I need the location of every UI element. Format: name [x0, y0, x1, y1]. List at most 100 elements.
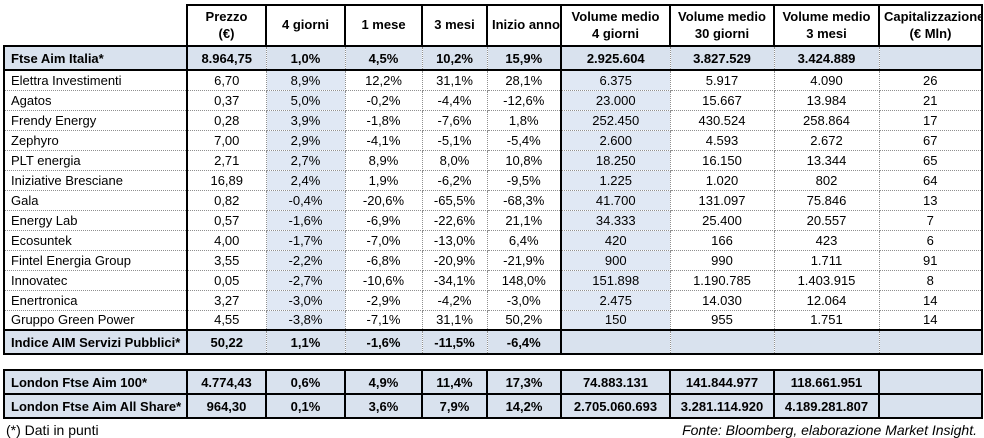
table-header: Prezzo (€) 4 giorni 1 mese 3 mesi Inizio … [4, 4, 983, 47]
header-label: (€ Mln) [909, 25, 952, 41]
cell: 41.700 [561, 190, 671, 211]
table-row: Gala 0,82 -0,4% -20,6% -65,5% -68,3% 41.700 131… [3, 190, 983, 211]
cell: 2,71 [187, 150, 267, 171]
cell: 4.593 [670, 130, 775, 151]
cell: 131.097 [670, 190, 775, 211]
cell: 423 [774, 230, 880, 251]
cell: 2.705.060.693 [560, 393, 671, 419]
cell: 7,00 [187, 130, 267, 151]
cell: -4,4% [422, 90, 488, 111]
table-row: Agatos 0,37 5,0% -0,2% -4,4% -12,6% 23.000 15.6… [3, 90, 983, 111]
cell: 1.751 [774, 310, 880, 331]
cell: 252.450 [561, 110, 671, 131]
cell: 8,9% [345, 150, 423, 171]
cell: 8 [879, 270, 983, 291]
cell: 5,0% [266, 90, 346, 111]
cell: 11,4% [421, 369, 488, 395]
cell: 1.190.785 [670, 270, 775, 291]
cell: 13 [879, 190, 983, 211]
cell: -12,6% [487, 90, 562, 111]
cell: 8,0% [422, 150, 488, 171]
source-attribution: Fonte: Bloomberg, elaborazione Market In… [682, 422, 977, 438]
cell: -20,9% [422, 250, 488, 271]
cell: -22,6% [422, 210, 488, 231]
cell [878, 369, 983, 395]
cell: 13.344 [774, 150, 880, 171]
cell: -2,7% [266, 270, 346, 291]
cell: 420 [561, 230, 671, 251]
header-3-mesi: 3 mesi [421, 4, 488, 47]
cell: 4,5% [345, 45, 423, 71]
row-label: Ecosuntek [3, 230, 188, 251]
cell: 31,1% [422, 310, 488, 331]
row-label: Gruppo Green Power [3, 310, 188, 331]
header-label: Volume medio [782, 8, 871, 24]
row-label: Energy Lab [3, 210, 188, 231]
table-row: Frendy Energy 0,28 3,9% -1,8% -7,6% 1,8% 252.4… [3, 110, 983, 131]
cell: -6,8% [345, 250, 423, 271]
cell: -3,8% [266, 310, 346, 331]
table-row: Fintel Energia Group 3,55 -2,2% -6,8% -20,9%… [3, 250, 983, 271]
header-inizio-anno: Inizio anno [486, 4, 562, 47]
cell: 17 [879, 110, 983, 131]
cell: 8,9% [266, 70, 346, 91]
cell: -6,4% [487, 329, 562, 355]
table-footer: (*) Dati in punti Fonte: Bloomberg, elab… [3, 419, 981, 438]
cell: 0,37 [187, 90, 267, 111]
aim-italia-table: Prezzo (€) 4 giorni 1 mese 3 mesi Inizio … [3, 4, 983, 355]
cell: -13,0% [422, 230, 488, 251]
cell: 3,9% [266, 110, 346, 131]
header-label: 1 mese [361, 17, 406, 33]
header-volume-medio-4-giorni: Volume medio 4 giorni [560, 4, 671, 47]
cell: 0,6% [265, 369, 346, 395]
cell: 964,30 [186, 393, 267, 419]
row-label: Ftse Aim Italia* [3, 45, 188, 71]
cell: 955 [670, 310, 775, 331]
cell: 10,8% [487, 150, 562, 171]
table-row: Enertronica 3,27 -3,0% -2,9% -4,2% -3,0% 2.475… [3, 290, 983, 311]
cell: 23.000 [561, 90, 671, 111]
header-label: 4 giorni [592, 25, 639, 41]
cell: 802 [774, 170, 880, 191]
cell: -20,6% [345, 190, 423, 211]
cell: 0,05 [187, 270, 267, 291]
cell: 14 [879, 310, 983, 331]
cell: 148,0% [487, 270, 562, 291]
london-aim-table: London Ftse Aim 100* 4.774,43 0,6% 4,9% 11,4… [3, 369, 983, 419]
cell: 2.925.604 [561, 45, 671, 71]
table-row: Energy Lab 0,57 -1,6% -6,9% -22,6% 21,1% 34.33… [3, 210, 983, 231]
cell: -10,6% [345, 270, 423, 291]
header-label: 3 mesi [434, 17, 475, 33]
cell: 15,9% [487, 45, 562, 71]
header-label: 4 giorni [282, 17, 329, 33]
cell: 12.064 [774, 290, 880, 311]
table-row: Gruppo Green Power 4,55 -3,8% -7,1% 31,1% 50,… [3, 310, 983, 331]
cell: 50,22 [187, 329, 267, 355]
cell [878, 393, 983, 419]
cell: -0,2% [345, 90, 423, 111]
cell: 8.964,75 [187, 45, 267, 71]
header-label: 3 mesi [806, 25, 847, 41]
cell: 430.524 [670, 110, 775, 131]
cell: 64 [879, 170, 983, 191]
table-row: PLT energia 2,71 2,7% 8,9% 8,0% 10,8% 18.250 16… [3, 150, 983, 171]
cell: -1,6% [266, 210, 346, 231]
cell: 0,82 [187, 190, 267, 211]
cell: 2.475 [561, 290, 671, 311]
cell: -7,6% [422, 110, 488, 131]
points-note: (*) Dati in punti [6, 422, 99, 438]
cell: 6.375 [561, 70, 671, 91]
table-row: London Ftse Aim 100* 4.774,43 0,6% 4,9% 11,4… [3, 369, 983, 395]
table-row: Ftse Aim Italia* 8.964,75 1,0% 4,5% 10,2% 15,… [3, 45, 983, 71]
row-label: London Ftse Aim All Share* [3, 393, 188, 419]
cell: -2,2% [266, 250, 346, 271]
cell: 2,9% [266, 130, 346, 151]
header-prezzo: Prezzo (€) [186, 4, 267, 47]
cell [879, 329, 983, 355]
cell: 0,1% [265, 393, 346, 419]
header-label: Prezzo [205, 8, 248, 24]
cell: 75.846 [774, 190, 880, 211]
row-label: Fintel Energia Group [3, 250, 188, 271]
cell: -6,2% [422, 170, 488, 191]
